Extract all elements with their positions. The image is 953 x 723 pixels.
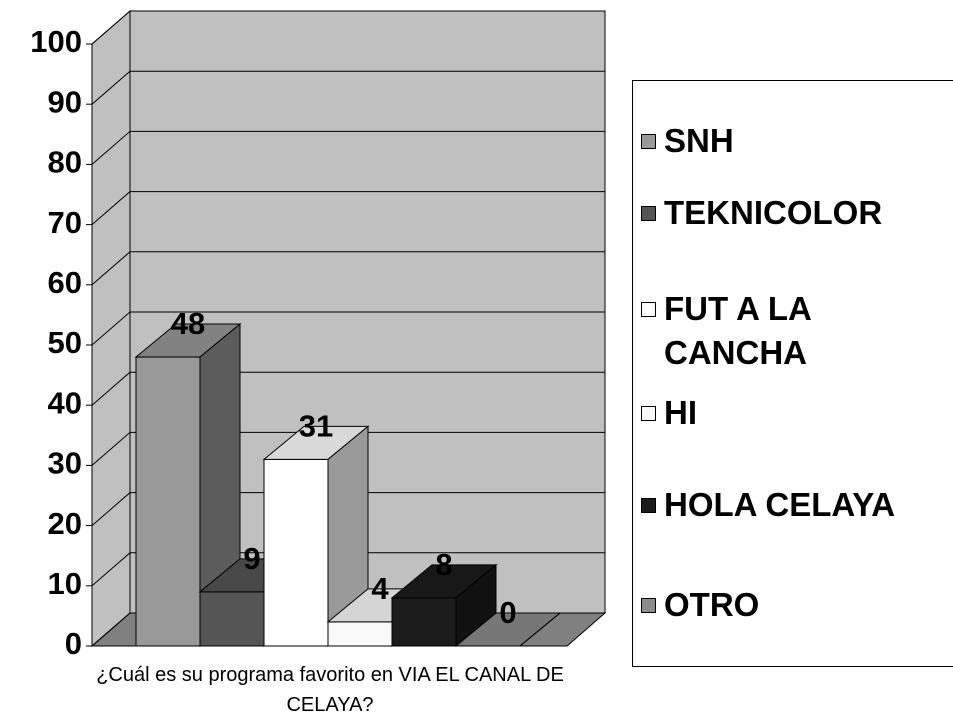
legend-item: TEKNICOLOR [641,191,951,235]
y-tick-label: 10 [48,566,82,601]
grid-line [91,371,131,406]
grid-line [91,191,131,225]
legend-label: TEKNICOLOR [664,194,883,231]
bar-front [263,458,329,647]
y-tick-label: 80 [48,145,82,180]
legend-label: FUT A LA CANCHA [664,290,811,371]
legend-item: HI [641,391,951,435]
y-tick-label: 30 [48,446,82,481]
legend-label: OTRO [664,586,760,623]
grid-line [91,70,131,105]
legend-swatch [641,406,656,421]
bar-front [391,597,457,647]
bar-side [519,612,561,647]
legend-item: FUT A LA CANCHA [641,287,951,375]
x-category-label: ¿Cuál es su programa favorito en VIA EL … [96,664,564,716]
grid-line [91,612,131,647]
y-tick-label: 50 [48,325,82,360]
legend-label: HI [664,394,697,431]
y-tick-label: 70 [48,205,82,240]
y-tick-label: 60 [48,265,82,300]
grid-line [91,552,131,587]
legend-swatch [641,598,656,613]
legend-label: SNH [664,122,734,159]
y-tick-label: 0 [65,626,82,661]
legend-item: SNH [641,119,951,163]
y-tick-label: 20 [48,506,82,541]
bar-front [135,356,201,647]
grid-line [91,251,131,286]
legend-swatch [641,206,656,221]
bar-front [327,621,393,647]
value-label: 8 [435,547,452,582]
grid-line [91,311,131,346]
y-tick-label: 100 [30,24,82,59]
value-label: 48 [171,306,205,341]
y-tick-label: 90 [48,84,82,119]
legend-swatch [641,498,656,513]
bar-front [199,591,265,647]
value-label: 0 [499,595,516,630]
grid-line [91,10,131,45]
y-tick-label: 40 [48,385,82,420]
value-label: 31 [299,409,333,444]
legend: SNH TEKNICOLOR FUT A LA CANCHA HI HOLA CELAY… [632,80,953,667]
legend-item: OTRO [641,583,951,627]
value-label: 4 [371,571,389,606]
legend-swatch [641,302,656,317]
legend-swatch [641,134,656,149]
legend-label: HOLA CELAYA [664,486,896,523]
legend-item: HOLA CELAYA [641,483,951,527]
grid-line [91,432,131,466]
grid-line [91,131,131,165]
grid-line [91,492,131,526]
value-label: 9 [243,541,260,576]
